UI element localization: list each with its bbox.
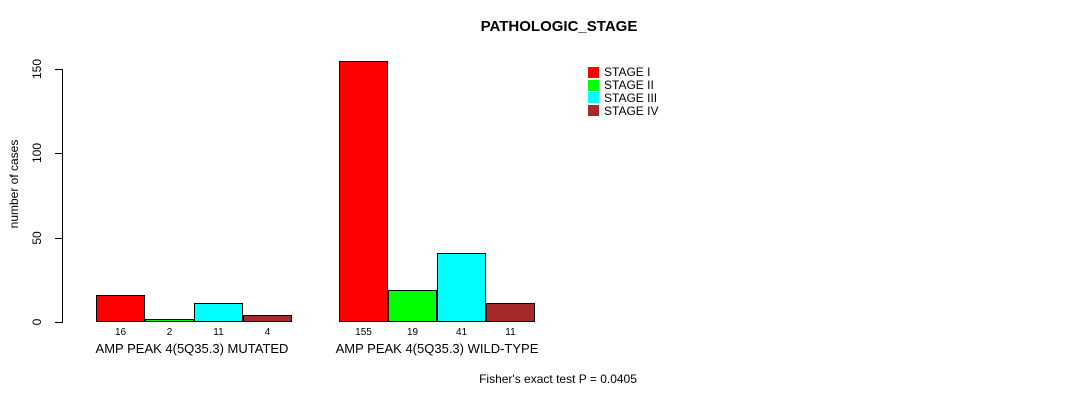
y-tick-mark xyxy=(55,153,62,155)
bar-stage-i xyxy=(339,60,388,322)
bar-stage-iv xyxy=(486,303,535,322)
group-label: AMP PEAK 4(5Q35.3) WILD-TYPE xyxy=(335,341,539,356)
bar-stage-ii xyxy=(145,318,194,322)
bar-value-label: 19 xyxy=(406,327,419,338)
bar-value-label: 4 xyxy=(264,327,271,338)
bar-stage-iii xyxy=(194,303,243,322)
bar-stage-ii xyxy=(388,289,437,322)
bar-value-label: 155 xyxy=(355,327,372,338)
chart-title: PATHOLOGIC_STAGE xyxy=(480,18,638,35)
legend-swatch-icon xyxy=(588,66,599,78)
bar-value-label: 41 xyxy=(455,327,468,338)
legend-swatch-icon xyxy=(588,92,599,104)
bar-stage-i xyxy=(96,295,145,322)
y-tick-mark xyxy=(55,322,62,323)
bar-value-label: 11 xyxy=(213,327,224,338)
legend-item: STAGE I xyxy=(588,65,658,80)
legend-item: STAGE II xyxy=(588,78,658,93)
bar-value-label: 2 xyxy=(166,327,173,338)
bar-value-label: 16 xyxy=(114,327,127,338)
legend-label: STAGE IV xyxy=(604,103,659,118)
y-tick-label: 0 xyxy=(30,318,44,326)
y-tick-mark xyxy=(55,237,62,239)
legend-item: STAGE III xyxy=(588,90,658,105)
legend-swatch-icon xyxy=(588,79,599,91)
y-axis-line xyxy=(62,69,63,323)
y-tick-label: 100 xyxy=(30,143,44,164)
legend-label: STAGE II xyxy=(604,78,654,93)
bar-stage-iii xyxy=(437,252,486,322)
legend: STAGE I STAGE II STAGE III STAGE IV xyxy=(588,65,659,118)
y-tick-mark xyxy=(55,69,62,70)
legend-swatch-icon xyxy=(588,105,599,117)
y-axis-label: number of cases xyxy=(7,139,21,229)
legend-label: STAGE I xyxy=(604,65,651,80)
y-tick-label: 50 xyxy=(30,230,44,245)
legend-label: STAGE III xyxy=(604,90,658,105)
bar-stage-iv xyxy=(243,315,292,322)
group-label: AMP PEAK 4(5Q35.3) MUTATED xyxy=(95,341,289,356)
bar-value-label: 11 xyxy=(505,327,516,338)
legend-item: STAGE IV xyxy=(588,103,659,118)
footer-note: Fisher's exact test P = 0.0405 xyxy=(479,372,637,386)
y-tick-label: 150 xyxy=(30,58,44,80)
